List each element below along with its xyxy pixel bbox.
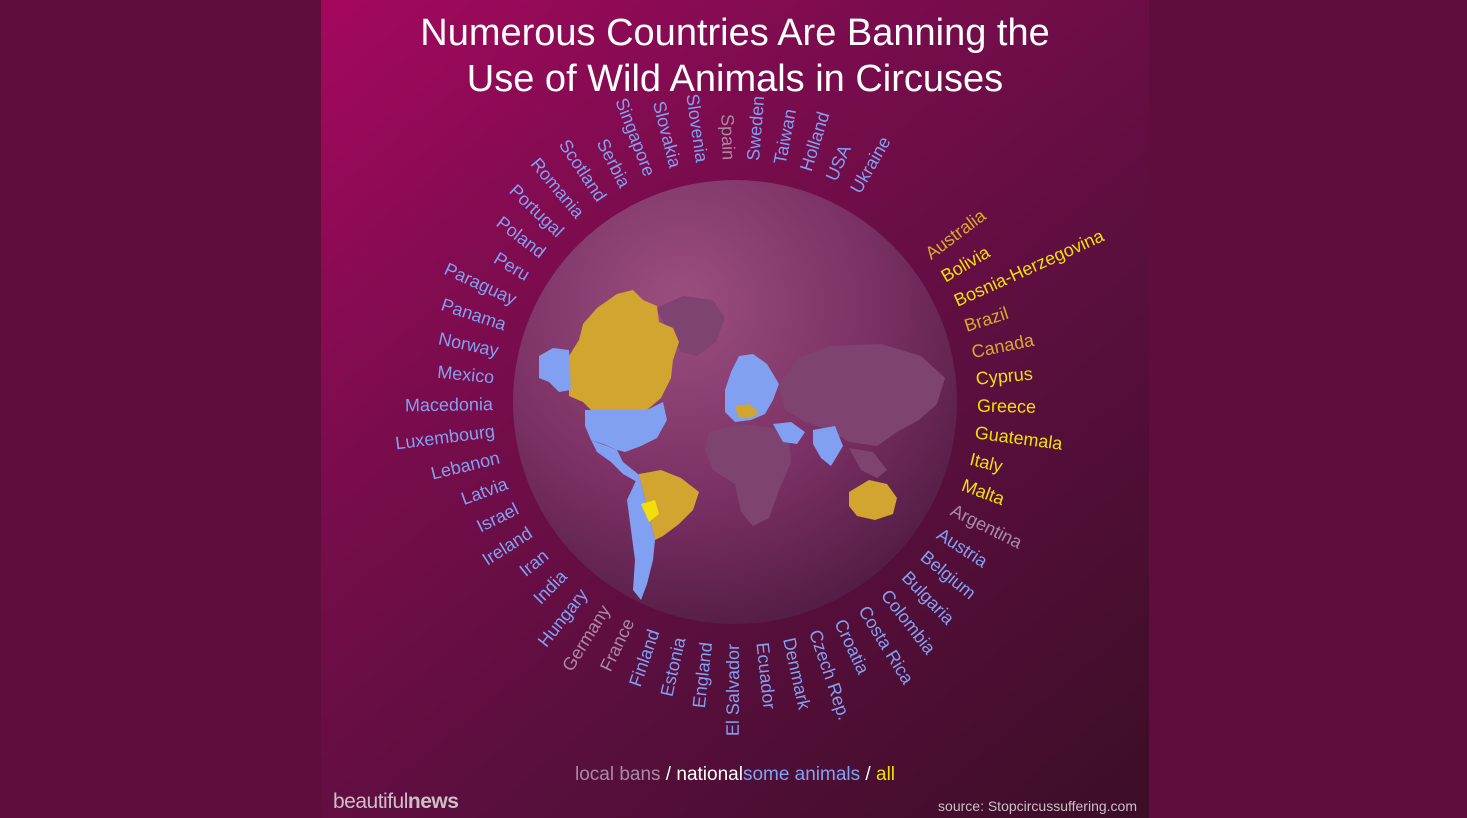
country-label: Spain — [717, 114, 738, 161]
map-mexico-central-america — [591, 440, 643, 482]
legend-local-bans: local bans — [574, 764, 661, 785]
country-label: Macedonia — [405, 394, 494, 415]
map-europe-all-bans — [735, 404, 759, 418]
map-australia — [849, 480, 897, 520]
map-europe — [725, 354, 779, 422]
legend-slash-1: / — [660, 764, 677, 785]
legend-national: national — [676, 764, 743, 785]
radial-country-diagram: AustraliaBoliviaBosnia-HerzegovinaBrazil… — [394, 92, 1108, 736]
map-southeast-asia — [849, 448, 887, 478]
page-title: Numerous Countries Are Banning the Use o… — [321, 10, 1149, 102]
country-label: England — [689, 641, 716, 709]
country-label: Mexico — [437, 362, 496, 387]
brand-logo: beautifulnews — [333, 790, 459, 814]
map-africa — [705, 424, 791, 526]
infographic-panel: Numerous Countries Are Banning the Use o… — [321, 0, 1149, 818]
map-usa — [585, 402, 667, 452]
source-credit: source: Stopcircussuffering.com — [938, 798, 1137, 814]
country-label: Estonia — [657, 634, 690, 698]
title-line-1: Numerous Countries Are Banning the — [420, 12, 1050, 54]
country-label: Luxembourg — [394, 421, 496, 453]
legend-all: all — [876, 764, 896, 785]
map-india — [813, 426, 843, 466]
country-label: Sweden — [743, 95, 768, 161]
map-asia — [779, 344, 945, 446]
legend: local bans / nationalsome animals / all — [321, 764, 1149, 786]
map-canada — [569, 290, 679, 412]
map-south-america-west — [627, 474, 655, 600]
brand-part-1: beautiful — [333, 790, 408, 813]
title-line-2: Use of Wild Animals in Circuses — [466, 58, 1004, 100]
country-label: Guatemala — [974, 422, 1065, 453]
country-label: Cyprus — [975, 364, 1034, 389]
country-label: Ukraine — [846, 133, 894, 197]
brand-part-2: news — [407, 790, 459, 813]
country-label: USA — [822, 142, 855, 184]
country-label: Norway — [437, 329, 501, 361]
country-label: Denmark — [779, 636, 815, 713]
country-label: Italy — [968, 449, 1005, 476]
country-label: Greece — [977, 396, 1036, 417]
map-greenland — [656, 296, 725, 356]
country-label: El Salvador — [723, 644, 743, 736]
legend-some-animals: some animals — [742, 764, 861, 785]
map-alaska — [539, 348, 571, 392]
world-map — [539, 290, 945, 600]
country-label: Canada — [970, 330, 1037, 362]
country-label: Taiwan — [770, 107, 800, 166]
country-label: Brazil — [962, 303, 1011, 336]
map-middle-east — [773, 422, 805, 444]
country-label: Slovenia — [682, 92, 712, 164]
legend-slash-2: / — [860, 764, 876, 785]
map-south-america — [639, 470, 699, 540]
country-label: Ecuador — [752, 641, 779, 710]
map-bolivia — [641, 500, 659, 522]
